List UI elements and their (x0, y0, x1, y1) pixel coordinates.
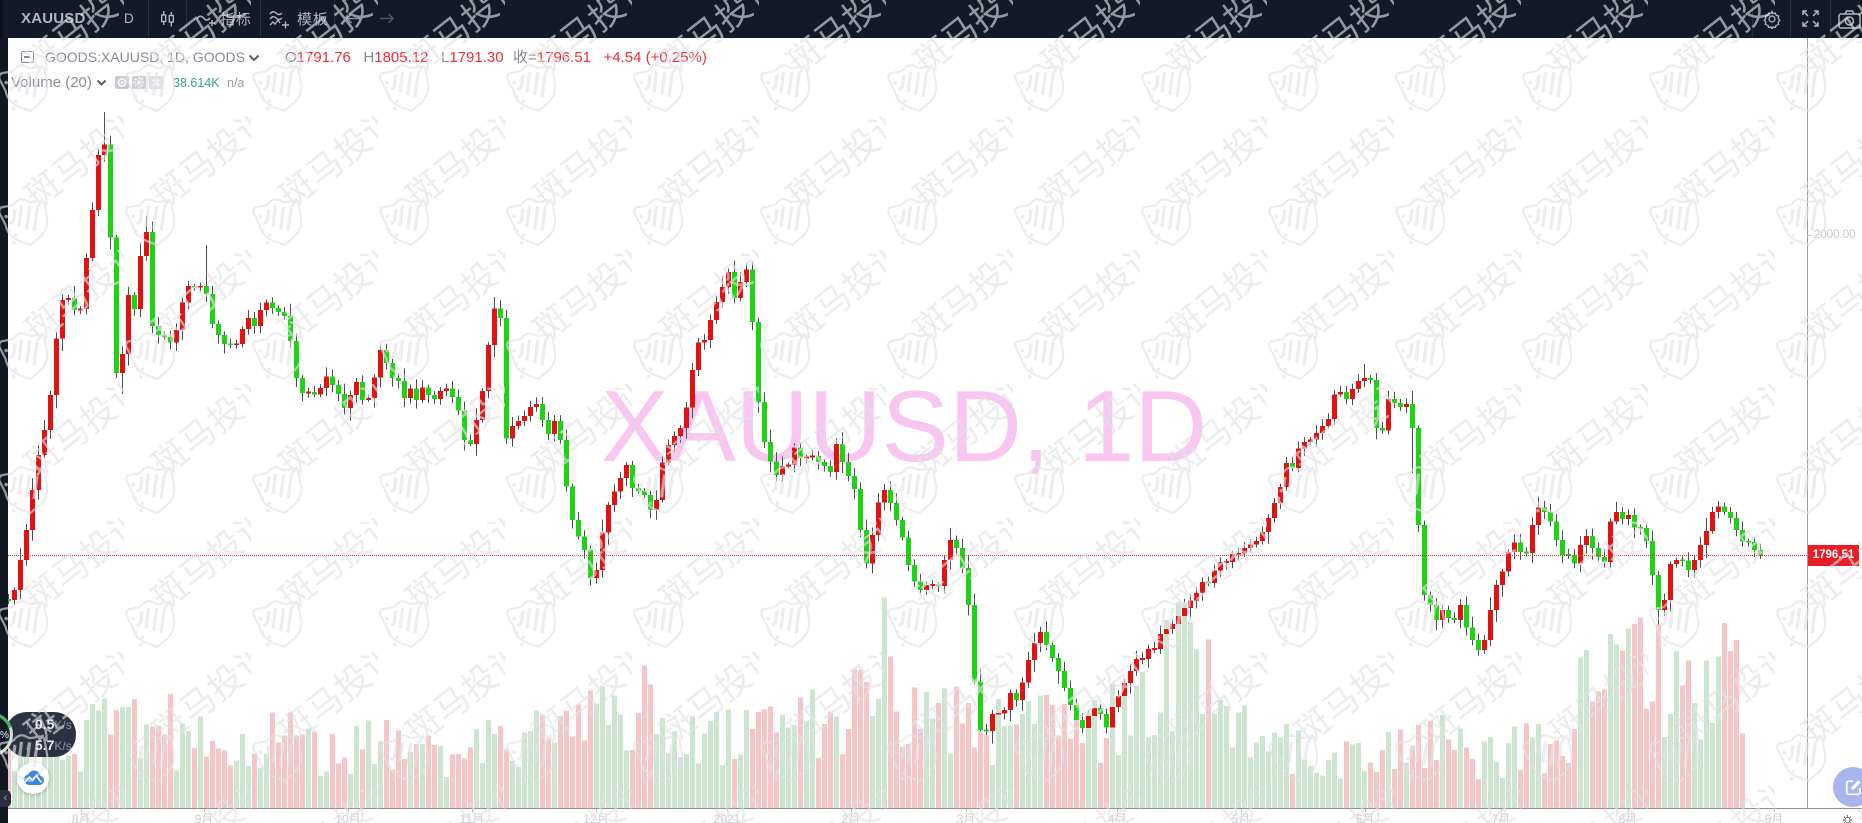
svg-text:%: % (0, 730, 9, 741)
